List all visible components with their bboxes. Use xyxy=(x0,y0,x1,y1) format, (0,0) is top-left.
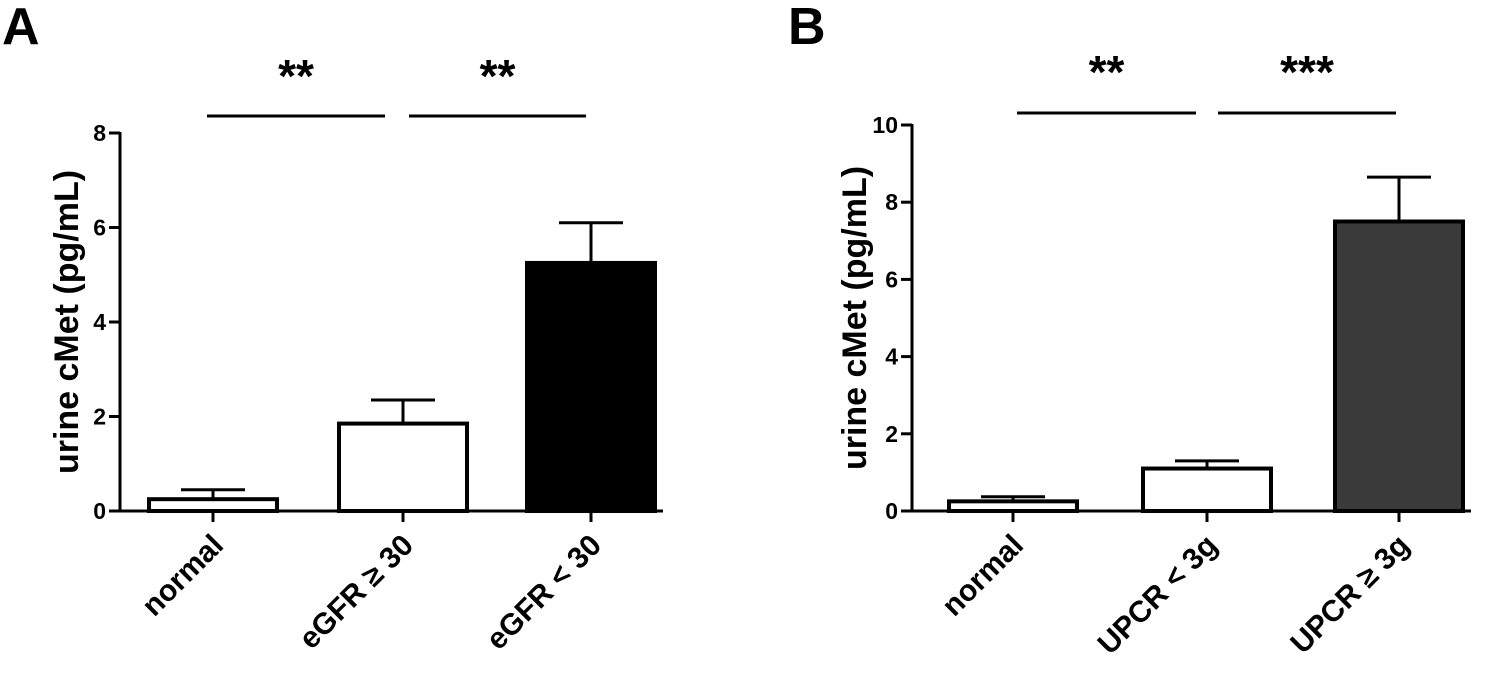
panel-a-y-tick-label: 6 xyxy=(93,215,106,241)
panel-a-bar xyxy=(525,260,657,513)
panel-a-y-axis-label: urine cMet (pg/mL) xyxy=(48,170,86,474)
panel-b-bar xyxy=(947,499,1079,514)
panel-b-category-label: UPCR ≥ 3g xyxy=(1284,529,1416,661)
panel-a-bar xyxy=(337,421,469,513)
panel-b-label: B xyxy=(788,0,826,56)
panel-b-bar xyxy=(1333,219,1465,513)
panel-b-y-tick-label: 2 xyxy=(885,421,898,447)
panel-a-category-label: eGFR ≥ 30 xyxy=(293,529,420,656)
panel-a-category-label: normal xyxy=(136,529,230,623)
panel-a-category-label: eGFR < 30 xyxy=(480,529,608,657)
panel-a-significance-label: ** xyxy=(480,50,516,102)
panel-a-y-tick-label: 0 xyxy=(93,498,106,524)
panel-b-category-label: UPCR < 3g xyxy=(1092,529,1224,661)
panel-a-significance-label: ** xyxy=(278,50,314,102)
panel-a-y-tick-label: 4 xyxy=(93,309,106,335)
panel-b-y-tick-label: 0 xyxy=(885,498,898,524)
panel-b-y-tick-label: 4 xyxy=(885,344,898,370)
panel-b-category-label: normal xyxy=(936,529,1030,623)
panel-b-significance-label: *** xyxy=(1280,46,1334,98)
panel-b-y-tick-label: 6 xyxy=(885,266,898,292)
panel-b-y-tick-label: 10 xyxy=(872,112,898,138)
panel-b-significance-label: ** xyxy=(1089,46,1125,98)
panel-b-bar xyxy=(1141,466,1273,514)
panel-a: A urine cMet (pg/mL) 0 2 4 6 8 normal eGFR ≥ 3… xyxy=(2,0,663,656)
panel-b-y-tick-label: 8 xyxy=(885,189,898,215)
panel-a-bar xyxy=(147,497,279,513)
panel-a-y-tick-label: 8 xyxy=(93,120,106,146)
panel-a-label: A xyxy=(2,0,40,56)
panel-a-y-tick-label: 2 xyxy=(93,404,106,430)
panel-b: B urine cMet (pg/mL) 0 2 4 6 8 10 normal UPCR <… xyxy=(788,0,1471,661)
panel-b-y-axis-label: urine cMet (pg/mL) xyxy=(836,166,874,470)
